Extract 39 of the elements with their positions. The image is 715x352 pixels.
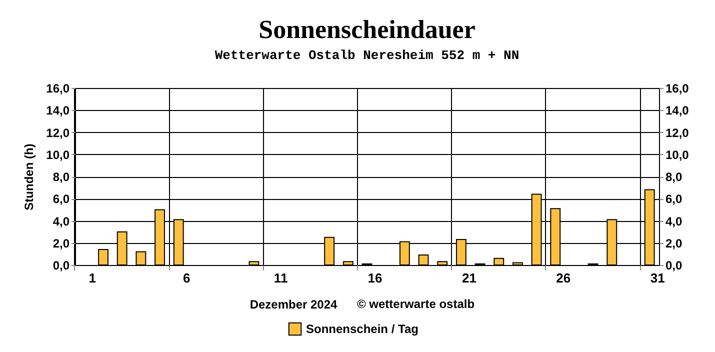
bar — [342, 261, 354, 266]
y2-tick-label: 16,0 — [666, 82, 690, 96]
y2-tick-label: 6,0 — [666, 192, 683, 206]
y-tick-label: 8,0 — [52, 170, 70, 184]
text: © wetterwarte ostalb — [357, 297, 475, 311]
bar — [248, 261, 260, 266]
y-axis-title: Stunden (h) — [22, 144, 36, 210]
y2-tick-label: 12,0 — [666, 126, 690, 140]
y-tick-label: 10,0 — [46, 148, 70, 162]
y-tick-label: 2,0 — [52, 236, 70, 250]
y-tick-label: 4,0 — [52, 214, 70, 228]
bar — [494, 258, 504, 266]
x-tick-label: 31 — [650, 270, 665, 286]
x-tick-label: 1 — [88, 270, 96, 286]
bar — [437, 261, 448, 266]
bar — [418, 254, 429, 266]
legend-label: Sonnenschein / Tag — [306, 322, 418, 336]
x-tick-label: 16 — [368, 270, 382, 286]
y2-tick-label: 0,0 — [666, 258, 683, 272]
x-tick-label: 26 — [556, 270, 571, 286]
y-tick-label: 6,0 — [52, 192, 70, 206]
x-tick-label: 21 — [462, 270, 476, 286]
y2-tick-label: 8,0 — [666, 170, 683, 184]
y2-tick-label: 14,0 — [666, 104, 690, 118]
bar — [98, 249, 108, 266]
y2-tick-label: 4,0 — [666, 214, 683, 228]
x-tick-label: 6 — [182, 270, 190, 286]
y2-tick-label: 2,0 — [666, 236, 683, 250]
bar — [136, 251, 146, 266]
y2-tick-label: 10,0 — [666, 148, 690, 162]
y-tick-label: 0,0 — [52, 258, 70, 272]
y-tick-label: 14,0 — [46, 104, 70, 118]
y-tick-label: 12,0 — [46, 126, 70, 140]
y-tick-label: 16,0 — [46, 82, 70, 96]
x-tick-label: 11 — [274, 270, 288, 286]
bar — [512, 262, 523, 266]
chart-subtitle: Wetterwarte Ostalb Neresheim 552 m + NN — [214, 48, 520, 63]
x-axis-title: Dezember 2024 — [250, 298, 338, 312]
chart-title: Sonnenscheindauer — [258, 15, 476, 44]
